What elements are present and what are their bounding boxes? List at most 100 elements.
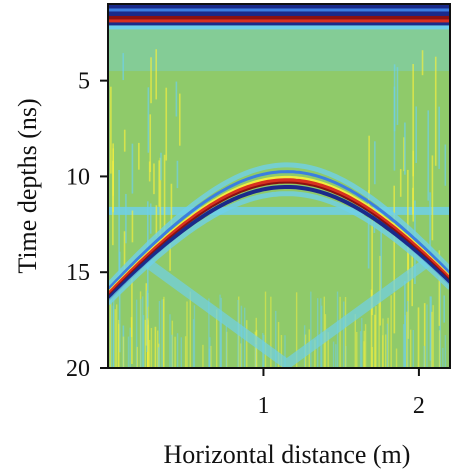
noise-streak [409, 329, 412, 368]
noise-streak [427, 110, 430, 201]
noise-streak [115, 304, 118, 368]
noise-streak [406, 311, 408, 368]
noise-streak [170, 183, 173, 225]
noise-streak [209, 337, 211, 368]
noise-streak [415, 106, 417, 163]
noise-streak [356, 331, 358, 368]
noise-streak [438, 106, 440, 169]
noise-streak [378, 301, 380, 368]
noise-streak [157, 347, 160, 368]
noise-streak [122, 336, 125, 368]
noise-streak [155, 49, 158, 100]
noise-streak [444, 335, 447, 368]
noise-streak [144, 319, 147, 368]
noise-streak [371, 347, 374, 368]
noise-streak [335, 344, 337, 368]
noise-streak [193, 305, 196, 368]
noise-streak [210, 345, 212, 368]
noise-streak [412, 150, 415, 222]
noise-streak [270, 296, 272, 368]
noise-streak [176, 160, 179, 189]
noise-streak [412, 329, 415, 368]
noise-streak [192, 319, 195, 368]
noise-streak [110, 86, 112, 174]
y-tick-label: 10 [66, 164, 90, 190]
noise-streak [135, 299, 138, 368]
noise-streak [149, 114, 152, 173]
noise-streak [160, 152, 162, 181]
noise-streak [423, 303, 426, 368]
noise-streak [180, 337, 183, 368]
noise-streak [404, 315, 407, 368]
noise-streak [175, 81, 178, 117]
direct-wave-stripe [108, 8, 450, 12]
noise-streak [386, 323, 389, 368]
direct-wave-stripe [108, 19, 450, 23]
noise-streak [208, 298, 210, 368]
plot-area [108, 4, 450, 368]
noise-streak [314, 339, 316, 368]
noise-streak [215, 309, 218, 368]
noise-streak [280, 334, 283, 368]
direct-wave-stripe [108, 15, 450, 20]
noise-streak [359, 331, 362, 368]
noise-streak [225, 324, 228, 368]
noise-streak [431, 311, 433, 368]
noise-streak [189, 291, 192, 368]
noise-streak [395, 348, 398, 368]
direct-wave-stripe [108, 4, 450, 9]
hyperbola-reflection [108, 181, 450, 297]
noise-streak [148, 339, 151, 368]
noise-streak [375, 306, 377, 368]
noise-streak [417, 307, 420, 368]
noise-streak [138, 142, 140, 170]
noise-streak [130, 317, 133, 337]
noise-streak [368, 135, 370, 197]
noise-streak [174, 336, 176, 368]
noise-streak [310, 291, 312, 368]
noise-streak [438, 250, 441, 326]
noise-streak [380, 218, 382, 290]
direct-wave-stripe [108, 25, 450, 30]
noise-streak [284, 335, 286, 368]
noise-streak [393, 86, 396, 171]
noise-streak [412, 63, 414, 177]
noise-streak [402, 324, 405, 368]
noise-streak [396, 67, 399, 125]
noise-streak [147, 324, 149, 368]
noise-streak [145, 283, 148, 346]
noise-streak [426, 304, 428, 368]
plot-frame [107, 3, 451, 369]
noise-streak [407, 169, 409, 274]
noise-streak [431, 155, 434, 241]
noise-streak [186, 301, 188, 368]
noise-streak [429, 192, 431, 266]
noise-streak [403, 137, 405, 172]
noise-streak [114, 309, 116, 368]
noise-streak [150, 57, 152, 104]
noise-streak [118, 323, 120, 368]
noise-streak [112, 143, 114, 196]
noise-streak [332, 341, 335, 368]
noise-streak [423, 345, 425, 368]
noise-streak [344, 297, 347, 368]
noise-streak [155, 205, 158, 237]
noise-streak [131, 210, 134, 243]
noise-streak [184, 336, 187, 368]
noise-streak [131, 262, 133, 365]
direct-wave-haze [108, 28, 450, 72]
noise-streak [112, 298, 115, 368]
noise-streak [220, 320, 222, 368]
hyperbola-reflection [108, 162, 450, 288]
noise-streak [374, 314, 376, 368]
noise-streak [127, 336, 130, 368]
noise-streak [147, 87, 150, 153]
horizontal-reflector [108, 206, 450, 215]
y-axis-label: Time depths (ns) [13, 98, 42, 273]
direct-wave-stripe [108, 22, 450, 26]
noise-streak [202, 344, 204, 368]
noise-streak [421, 50, 424, 76]
noise-streak [411, 254, 414, 307]
